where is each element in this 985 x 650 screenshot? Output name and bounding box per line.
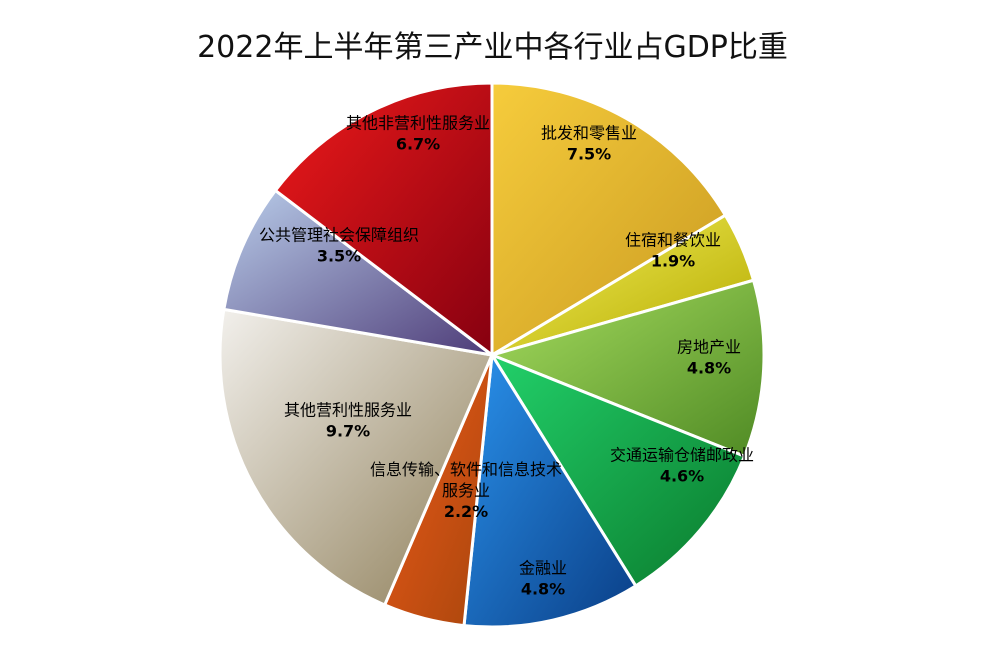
slice-label-2: 住宿和餐饮业: [625, 231, 721, 250]
slice-value-3: 4.8%: [687, 359, 731, 378]
pie-slice-5: [462, 350, 638, 629]
pie-slice-7: [218, 307, 495, 607]
pie-slice-3: [487, 278, 766, 459]
pie-slice-9: [273, 81, 494, 359]
slices-group: [218, 81, 766, 629]
chart-title: 2022年上半年第三产业中各行业占GDP比重: [197, 30, 788, 65]
slice-value-9: 6.7%: [396, 135, 440, 154]
pie-slice-8: [222, 188, 493, 357]
slice-label-7: 其他营利性服务业: [284, 401, 412, 420]
slice-label-4: 交通运输仓储邮政业: [610, 446, 754, 465]
labels-group: 批发和零售业 7.5% 住宿和餐饮业 1.9% 房地产业 4.8% 交通运输仓储邮政业 4.6…: [259, 114, 754, 599]
slice-label-5: 金融业: [519, 559, 567, 578]
pie-slice-1: [490, 81, 728, 358]
slice-value-6: 2.2%: [444, 502, 488, 521]
slice-value-5: 4.8%: [521, 580, 565, 599]
slice-value-1: 7.5%: [567, 145, 611, 164]
slice-label-6-line-2: 服务业: [442, 481, 490, 500]
slice-value-4: 4.6%: [660, 467, 704, 486]
slice-label-8: 公共管理社会保障组织: [259, 226, 419, 245]
slice-value-7: 9.7%: [326, 422, 370, 441]
slice-label-1: 批发和零售业: [541, 124, 637, 143]
pie-slice-4: [488, 351, 747, 588]
slice-value-8: 3.5%: [317, 247, 361, 266]
slice-label-9: 其他非营利性服务业: [346, 114, 490, 133]
slice-label-6-line-1: 信息传输、软件和信息技术: [370, 460, 562, 479]
slice-value-2: 1.9%: [651, 252, 695, 271]
slice-label-3: 房地产业: [677, 338, 741, 357]
